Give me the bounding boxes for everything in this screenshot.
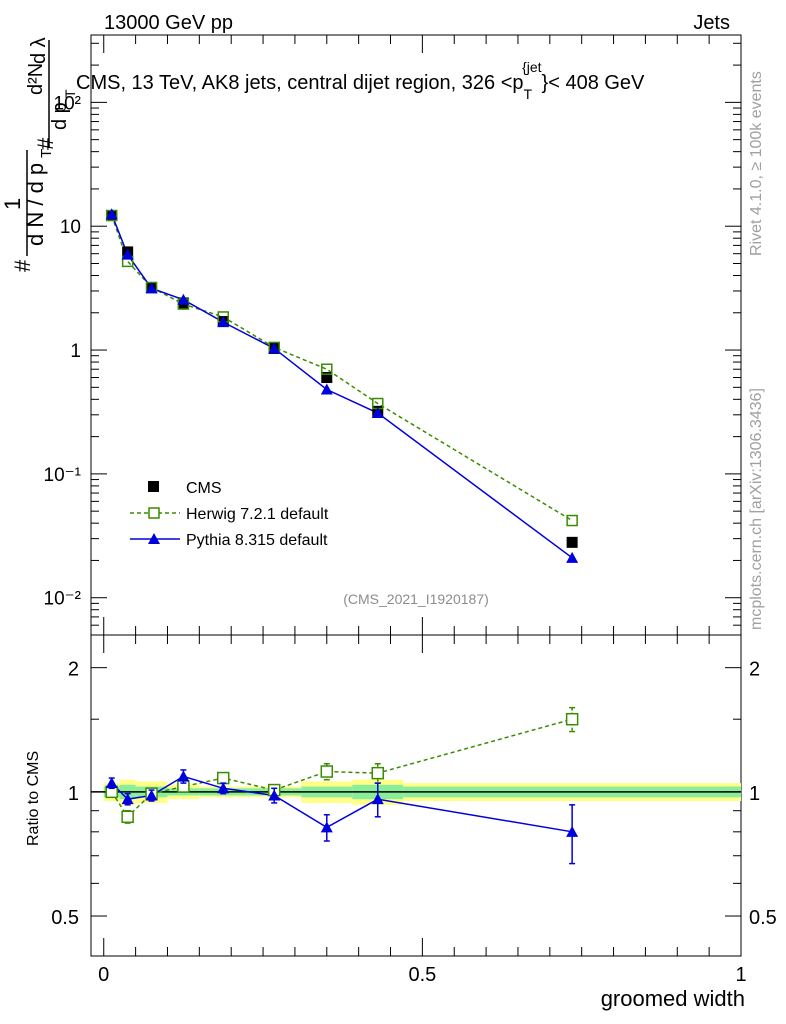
y-label-t1: T (38, 149, 55, 158)
y-label-hash2: # (33, 137, 58, 150)
main-data-series (105, 208, 579, 563)
plot-title: CMS, 13 TeV, AK8 jets, central dijet reg… (76, 59, 645, 102)
y-label-hash: # (10, 259, 35, 272)
herwig-line (111, 215, 573, 522)
x-tick-label: 1 (735, 964, 746, 986)
main-y-tick-label: 1 (70, 341, 81, 362)
legend: CMS Herwig 7.2.1 default Pythia 8.315 de… (130, 480, 329, 549)
ratio-y-tick-label: 1 (68, 783, 79, 805)
ratio-y-tick-label: 2 (68, 659, 79, 681)
y-label-dl: d λ (28, 37, 50, 64)
legend-pythia-label: Pythia 8.315 default (186, 532, 328, 549)
legend-herwig-marker (148, 507, 160, 519)
x-tick-label: 0 (98, 964, 109, 986)
pythia-ratio-point (566, 825, 579, 837)
pythia-data-point (217, 316, 230, 328)
legend-pythia-marker (148, 533, 160, 544)
pythia-ratio-point (177, 770, 190, 782)
y-label-t2: T (62, 89, 78, 98)
main-y-tick-label: 10 (60, 217, 81, 238)
pythia-ratio-point (268, 789, 281, 801)
rivet-version-label: Rivet 4.1.0, ≥ 100k events (748, 71, 765, 256)
pythia-ratio-point (320, 821, 333, 833)
herwig-ratio-point (371, 766, 385, 780)
y-label-dn: d N / d p (23, 163, 48, 246)
ratio-data-series (105, 706, 579, 865)
pythia-data-point (105, 208, 118, 220)
herwig-data-point (321, 363, 333, 375)
pythia-data-point (268, 342, 281, 354)
legend-cms-marker (148, 481, 159, 492)
main-y-axis-label: # 1 d N / d p T # d²N d p T d λ (0, 37, 78, 272)
ratio-axis-ticks: 0.5 0.5 1 1 2 2 0 0.5 1 (51, 635, 777, 986)
pythia-data-point (145, 282, 158, 294)
herwig-data-point (566, 514, 578, 527)
legend-herwig-label: Herwig 7.2.1 default (186, 506, 329, 523)
mcplots-label: mcplots.cern.ch [arXiv:1306.3436] (748, 388, 765, 630)
herwig-ratio-point (216, 771, 230, 785)
pythia-data-point (371, 407, 384, 419)
pythia-data-point (320, 383, 333, 395)
energy-label: 13000 GeV pp (104, 12, 233, 34)
legend-cms-label: CMS (186, 480, 222, 497)
main-axis-ticks: 10⁻² 10⁻¹ 1 10 10² (44, 35, 742, 636)
herwig-ratio-point (320, 765, 334, 778)
analysis-watermark: (CMS_2021_I1920187) (343, 591, 489, 607)
pythia-line (111, 213, 573, 559)
ratio-y-label: Ratio to CMS (25, 751, 42, 846)
herwig-ratio-point (121, 810, 134, 824)
x-axis-label: groomed width (601, 986, 745, 1011)
pythia-ratio-point (371, 793, 384, 805)
ratio-y-tick-label-right: 2 (749, 659, 760, 681)
y-label-dpt: d p (49, 102, 71, 130)
ratio-y-tick-label-right: 1 (749, 783, 760, 805)
pythia-ratio-point (121, 793, 134, 805)
pythia-data-point (566, 551, 579, 563)
y-label-d2n: d²N (25, 63, 47, 95)
y-label-one: 1 (0, 198, 25, 210)
cms-data-point (566, 536, 578, 548)
pythia-data-point (121, 248, 134, 260)
herwig-ratio-point (565, 712, 579, 726)
cms-data-point (321, 372, 333, 384)
ratio-y-tick-label-right: 0.5 (749, 907, 777, 929)
pythia-data-point (177, 293, 190, 305)
pythia-ratio-point (217, 782, 230, 794)
main-y-tick-label: 10² (54, 93, 81, 114)
x-tick-label: 0.5 (408, 964, 436, 986)
category-label: Jets (693, 12, 730, 34)
pythia-ratio-point (105, 777, 118, 789)
pythia-ratio-point (145, 789, 158, 801)
main-y-tick-label: 10⁻² (44, 589, 82, 610)
main-y-tick-label: 10⁻¹ (44, 465, 82, 486)
ratio-y-tick-label: 0.5 (51, 907, 79, 929)
